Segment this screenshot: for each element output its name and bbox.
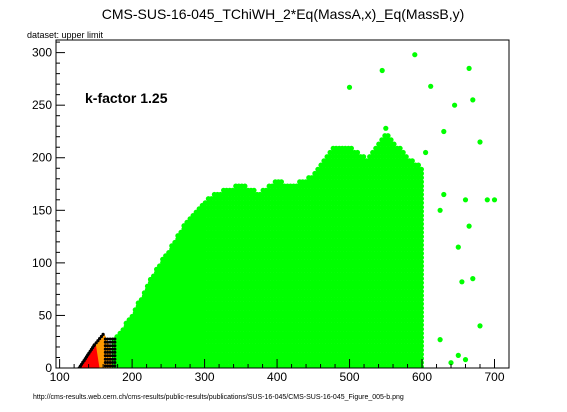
border-point [113, 337, 117, 341]
allowed-point [452, 102, 458, 108]
y-tick-label: 50 [39, 308, 53, 322]
y-tick-label: 100 [32, 256, 52, 270]
allowed-point [348, 145, 354, 151]
allowed-point [361, 154, 367, 160]
allowed-point [455, 352, 461, 358]
allowed-point [354, 149, 361, 156]
allowed-point [403, 154, 409, 160]
x-tick-label: 300 [195, 370, 215, 384]
y-tick-label: 150 [32, 203, 52, 217]
allowed-point [470, 276, 476, 282]
allowed-point [477, 323, 483, 329]
allowed-points-layer [111, 52, 498, 368]
border-point [101, 332, 105, 336]
allowed-point [428, 83, 434, 89]
chart-title: CMS-SUS-16-045_TChiWH_2*Eq(MassA,x)_Eq(M… [102, 6, 465, 22]
border-point [113, 364, 117, 368]
x-tick-label: 600 [412, 370, 432, 384]
allowed-point [437, 207, 443, 213]
border-point [113, 361, 117, 364]
allowed-point [462, 357, 469, 363]
allowed-point [441, 128, 447, 135]
allowed-point [459, 279, 465, 285]
allowed-point [415, 162, 421, 168]
border-point [113, 347, 117, 351]
allowed-point [278, 179, 284, 185]
allowed-point [423, 149, 429, 156]
allowed-point [477, 139, 483, 145]
allowed-point [466, 65, 472, 71]
allowed-point [484, 197, 490, 203]
x-tick-label: 500 [340, 370, 360, 384]
y-tick-label: 300 [32, 46, 52, 60]
x-tick-label: 200 [122, 370, 142, 384]
allowed-point [242, 183, 248, 189]
border-point [113, 350, 117, 354]
allowed-point [400, 149, 406, 156]
source-url: http://cms-results.web.cern.ch/cms-resul… [33, 394, 404, 401]
plot-area [77, 52, 498, 368]
allowed-point [409, 158, 415, 164]
allowed-point [418, 166, 424, 172]
x-tick-label: 400 [267, 370, 287, 384]
allowed-point [251, 187, 257, 193]
allowed-point [391, 141, 397, 147]
allowed-point [383, 125, 389, 131]
border-point [113, 344, 117, 348]
border-point [113, 357, 117, 361]
allowed-point [397, 145, 403, 151]
allowed-point [466, 223, 472, 229]
allowed-point [441, 191, 447, 198]
allowed-point [491, 197, 498, 203]
border-point [113, 354, 117, 358]
allowed-point [437, 337, 443, 343]
kfactor-annotation: k-factor 1.25 [85, 90, 168, 106]
allowed-point [346, 84, 353, 90]
chart-subtitle: dataset: upper limit [27, 30, 104, 40]
allowed-point [462, 197, 469, 203]
y-tick-label: 0 [45, 361, 52, 375]
allowed-point [385, 133, 391, 139]
x-tick-label: 700 [484, 370, 504, 384]
border-point [113, 340, 117, 344]
y-tick-label: 250 [32, 98, 52, 112]
allowed-point [388, 137, 394, 143]
y-tick-label: 200 [32, 151, 52, 165]
allowed-point [470, 97, 476, 103]
y-axis: 0 50 100 150 200 250 300 [32, 41, 65, 375]
allowed-point [379, 67, 385, 74]
allowed-point [412, 52, 418, 58]
x-tick-label: 100 [50, 370, 70, 384]
allowed-point [455, 244, 461, 250]
